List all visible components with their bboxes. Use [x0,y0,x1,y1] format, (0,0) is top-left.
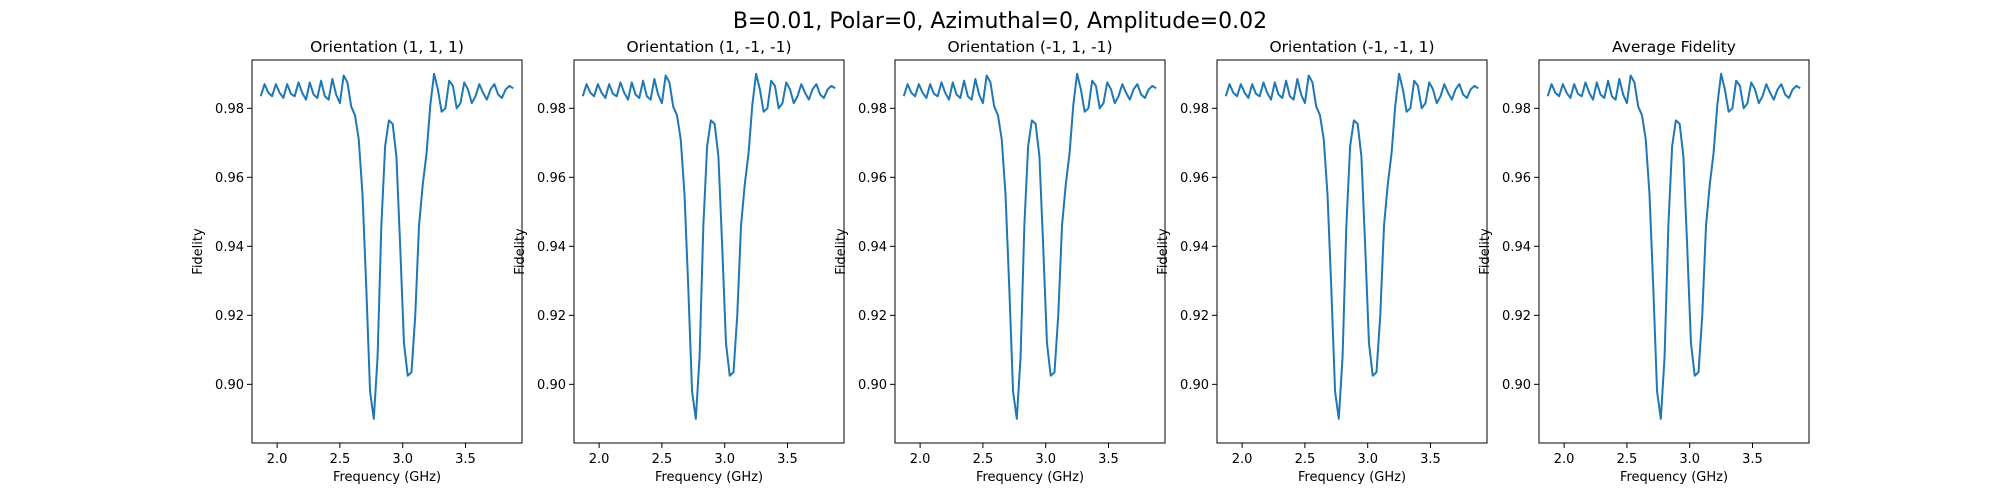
x-tick-label: 2.0 [267,452,288,467]
y-tick-label: 0.94 [858,240,887,255]
y-tick-label: 0.96 [1180,171,1209,186]
y-tick-label: 0.90 [858,378,887,393]
x-axis-label: Frequency (GHz) [976,470,1084,485]
x-tick-label: 3.5 [777,452,798,467]
y-tick-label: 0.98 [1502,102,1531,117]
y-tick-label: 0.98 [537,102,566,117]
subplot-grid: Orientation (1, 1, 1) 2.0 2.5 3.0 3.5 0.90 0.9… [191,38,1810,485]
subplot-title: Average Fidelity [1612,38,1736,56]
x-tick-label: 3.0 [1035,452,1056,467]
y-tick-label: 0.92 [858,309,887,324]
series-line-1 [902,72,1157,420]
y-tick-label: 0.96 [1502,171,1531,186]
y-tick-label: 0.98 [1180,102,1209,117]
subplot-title: Orientation (-1, -1, 1) [1269,38,1434,56]
y-tick-label: 0.92 [1502,309,1531,324]
y-tick-label: 0.92 [215,309,244,324]
subplot-2: Orientation (1, -1, -1) 2.0 2.5 3.0 3.5 0.90 0… [513,38,845,485]
x-axis-label: Frequency (GHz) [655,470,763,485]
x-axis-label: Frequency (GHz) [1620,470,1728,485]
x-tick-label: 3.0 [1357,452,1378,467]
subplot-5: Average Fidelity 2.0 2.5 3.0 3.5 0.90 0.92 0.94… [1478,38,1810,485]
x-tick-label: 2.5 [973,452,994,467]
x-tick-label: 2.5 [330,452,351,467]
x-tick-label: 3.0 [714,452,735,467]
x-tick-label: 3.5 [1098,452,1119,467]
x-axis-label: Frequency (GHz) [333,470,441,485]
subplot-3: Orientation (-1, 1, -1) 2.0 2.5 3.0 3.5 0.90 0… [834,38,1166,485]
y-tick-label: 0.90 [537,378,566,393]
x-tick-label: 2.0 [589,452,610,467]
x-axis-label: Frequency (GHz) [1298,470,1406,485]
y-axis-label: Fidelity [191,228,206,275]
y-tick-label: 0.98 [858,102,887,117]
x-tick-label: 2.0 [1554,452,1575,467]
subplot-title: Orientation (1, 1, 1) [310,38,464,56]
y-tick-label: 0.94 [1502,240,1531,255]
y-tick-label: 0.94 [215,240,244,255]
series-line-1 [581,72,836,420]
x-tick-label: 3.5 [455,452,476,467]
x-tick-label: 3.0 [1679,452,1700,467]
x-tick-label: 3.0 [392,452,413,467]
series-line-1 [1224,72,1479,420]
subplot-4: Orientation (-1, -1, 1) 2.0 2.5 3.0 3.5 0.90 0… [1156,38,1488,485]
axes-frame [573,59,845,444]
subplot-title: Orientation (1, -1, -1) [626,38,791,56]
y-axis-label: Fidelity [1478,228,1493,275]
axes-frame [1216,59,1488,444]
x-tick-label: 2.5 [652,452,673,467]
y-tick-label: 0.96 [858,171,887,186]
x-tick-label: 2.5 [1295,452,1316,467]
figure-suptitle: B=0.01, Polar=0, Azimuthal=0, Amplitude=… [733,9,1267,34]
y-tick-label: 0.98 [215,102,244,117]
y-tick-label: 0.96 [215,171,244,186]
axes-frame [251,59,523,444]
axes-frame [1538,59,1810,444]
y-tick-label: 0.92 [537,309,566,324]
y-tick-label: 0.90 [215,378,244,393]
series-line-1 [1546,72,1801,420]
y-tick-label: 0.94 [1180,240,1209,255]
y-tick-label: 0.94 [537,240,566,255]
y-axis-label: Fidelity [513,228,528,275]
y-tick-label: 0.90 [1180,378,1209,393]
subplot-1: Orientation (1, 1, 1) 2.0 2.5 3.0 3.5 0.90 0.9… [191,38,523,485]
y-tick-label: 0.96 [537,171,566,186]
y-axis-label: Fidelity [1156,228,1171,275]
series-line-1 [259,72,514,420]
x-tick-label: 2.5 [1617,452,1638,467]
y-tick-label: 0.92 [1180,309,1209,324]
x-tick-label: 2.0 [910,452,931,467]
axes-frame [894,59,1166,444]
y-axis-label: Fidelity [834,228,849,275]
x-tick-label: 3.5 [1420,452,1441,467]
x-tick-label: 2.0 [1232,452,1253,467]
y-tick-label: 0.90 [1502,378,1531,393]
x-tick-label: 3.5 [1742,452,1763,467]
subplot-title: Orientation (-1, 1, -1) [947,38,1112,56]
